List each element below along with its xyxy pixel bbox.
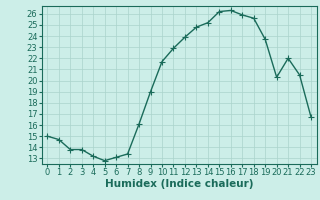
X-axis label: Humidex (Indice chaleur): Humidex (Indice chaleur): [105, 179, 253, 189]
